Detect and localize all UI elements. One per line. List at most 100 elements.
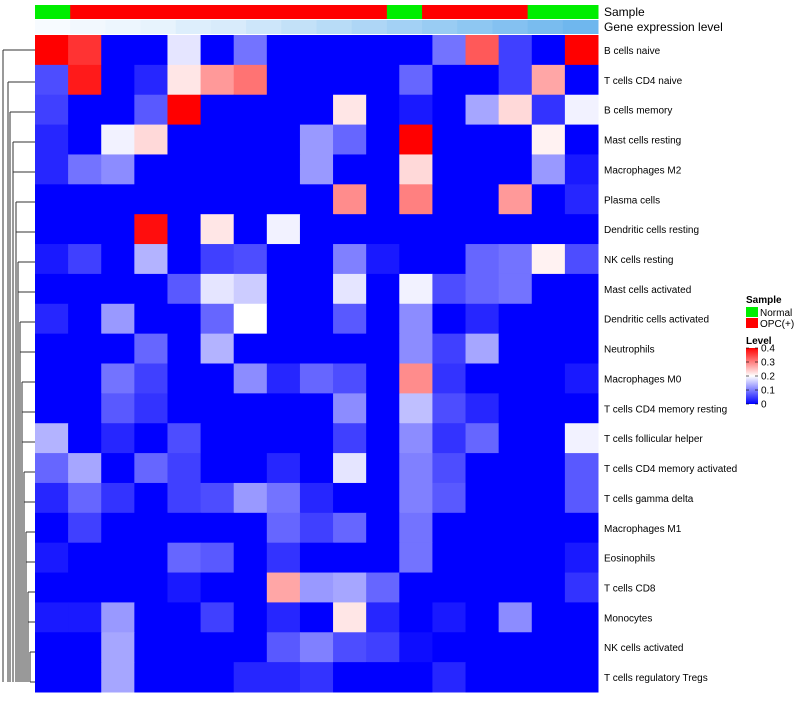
heatmap-cell <box>266 214 301 245</box>
row-label: Macrophages M1 <box>604 524 682 535</box>
heatmap-cell <box>564 303 599 335</box>
heatmap-cells <box>35 35 599 693</box>
heatmap-cell <box>167 184 202 215</box>
heatmap-cell <box>266 244 301 275</box>
heatmap-cell <box>399 453 433 484</box>
row-label: T cells CD4 naive <box>604 76 683 87</box>
heatmap-cell <box>465 662 500 693</box>
heatmap-cell <box>299 542 334 574</box>
heatmap-cell <box>68 482 102 514</box>
heatmap-cell <box>564 154 599 185</box>
heatmap-cell <box>333 363 367 394</box>
heatmap-cell <box>200 512 235 544</box>
heatmap-cell <box>564 482 599 514</box>
sample-cell <box>246 5 282 19</box>
sample-cell <box>562 5 599 19</box>
heatmap-cell <box>498 423 533 454</box>
heatmap-cell <box>68 542 102 574</box>
sample-cell <box>527 5 564 19</box>
heatmap-cell <box>399 64 433 96</box>
heatmap-cell <box>101 572 135 603</box>
heatmap-cell <box>432 124 467 155</box>
heatmap-cell <box>299 602 334 633</box>
heatmap-cell <box>35 662 69 693</box>
heatmap-cell <box>266 512 301 544</box>
heatmap-cell <box>366 662 400 693</box>
heatmap-cell <box>333 542 367 574</box>
heatmap-cell <box>167 602 202 633</box>
heatmap-cell <box>366 632 400 663</box>
legend-swatch-opc <box>746 318 758 328</box>
heatmap-cell <box>167 273 202 305</box>
heatmap-cell <box>200 333 235 364</box>
heatmap-cell <box>531 602 566 633</box>
row-label: Neutrophils <box>604 345 655 356</box>
heatmap-cell <box>68 214 102 245</box>
heatmap-cell <box>564 363 599 394</box>
heatmap-cell <box>432 363 467 394</box>
heatmap-cell <box>167 333 202 364</box>
heatmap-cell <box>68 94 102 126</box>
heatmap-cell <box>333 154 367 185</box>
heatmap-cell <box>465 602 500 633</box>
heatmap-cell <box>399 363 433 394</box>
heatmap-cell <box>134 64 168 96</box>
heatmap-cell <box>200 244 235 275</box>
heatmap-cell <box>266 184 301 215</box>
heatmap-cell <box>266 154 301 185</box>
gene-expression-cell <box>175 20 212 34</box>
heatmap-cell <box>465 214 500 245</box>
heatmap-cell <box>167 363 202 394</box>
heatmap-cell <box>101 363 135 394</box>
gene-expression-annotation-track <box>35 20 599 34</box>
heatmap-cell <box>333 303 367 335</box>
heatmap-cell <box>531 273 566 305</box>
heatmap-cell <box>299 662 334 693</box>
heatmap-cell <box>498 482 533 514</box>
heatmap-cell <box>498 542 533 574</box>
heatmap-cell <box>233 214 268 245</box>
heatmap-cell <box>134 154 168 185</box>
gene-expression-track-label: Gene expression level <box>604 20 723 34</box>
sample-cell <box>422 5 458 19</box>
level-legend-title: Level <box>746 336 772 347</box>
heatmap-cell <box>200 94 235 126</box>
gene-expression-cell <box>492 20 529 34</box>
row-label: T cells CD8 <box>604 583 656 594</box>
heatmap-cell <box>35 333 69 364</box>
heatmap-cell <box>366 35 400 66</box>
heatmap-cell <box>432 482 467 514</box>
sample-cell <box>140 5 177 19</box>
heatmap-cell <box>299 393 334 424</box>
heatmap-cell <box>432 273 467 305</box>
heatmap-cell <box>266 482 301 514</box>
heatmap-cell <box>564 94 599 126</box>
heatmap-cell <box>101 333 135 364</box>
heatmap-cell <box>366 602 400 633</box>
heatmap-cell <box>498 363 533 394</box>
heatmap-cell <box>531 154 566 185</box>
sample-cell <box>35 5 71 19</box>
heatmap-cell <box>465 333 500 364</box>
heatmap-cell <box>266 572 301 603</box>
heatmap-cell <box>68 453 102 484</box>
heatmap-cell <box>266 333 301 364</box>
sample-cell <box>281 5 317 19</box>
heatmap-cell <box>68 124 102 155</box>
heatmap-cell <box>68 244 102 275</box>
heatmap-cell <box>167 393 202 424</box>
heatmap-cell <box>200 453 235 484</box>
heatmap-cell <box>233 154 268 185</box>
heatmap-cell <box>465 632 500 663</box>
heatmap-cell <box>299 124 334 155</box>
heatmap-cell <box>233 64 268 96</box>
heatmap-cell <box>299 303 334 335</box>
heatmap-cell <box>266 393 301 424</box>
heatmap-cell <box>465 154 500 185</box>
heatmap-cell <box>266 303 301 335</box>
heatmap-cell <box>465 303 500 335</box>
heatmap-cell <box>498 94 533 126</box>
heatmap-cell <box>366 453 400 484</box>
heatmap-cell <box>333 333 367 364</box>
